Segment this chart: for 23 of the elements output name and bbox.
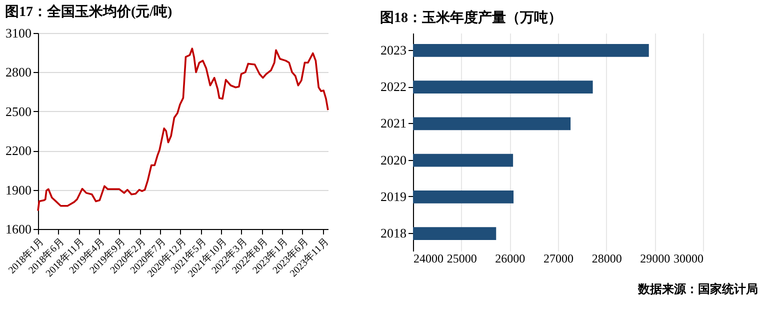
y-tick-label: 1900 [6,182,32,198]
y-tick-label: 2021 [380,116,406,131]
y-tick-label: 2018 [380,226,406,241]
x-tick-label: 24000 [414,252,444,266]
y-tick-label: 2019 [380,188,406,204]
x-tick-label: 26000 [495,252,526,266]
y-tick-label: 2500 [6,104,32,119]
y-tick-label: 1600 [6,222,32,236]
x-tick-label: 27000 [544,252,574,266]
y-tick-label: 3100 [6,26,32,40]
x-tick-label: 25000 [446,252,477,266]
x-tick-label: 28000 [592,252,622,266]
y-tick-label: 2020 [380,152,406,168]
y-tick-label: 2800 [6,64,32,80]
line-series [37,48,329,212]
chart-title: 图18：玉米年度产量（万吨） [380,9,562,26]
y-tick-label: 2200 [6,143,32,158]
source-note: 数据来源：国家统计局 [637,282,758,296]
x-tick-label: 30000 [674,252,704,266]
y-tick-label: 2023 [380,42,406,58]
chart-title: 图17：全国玉米均价(元/吨) [5,4,173,20]
x-tick-label: 29000 [640,252,670,266]
y-tick-label: 2022 [380,79,406,94]
